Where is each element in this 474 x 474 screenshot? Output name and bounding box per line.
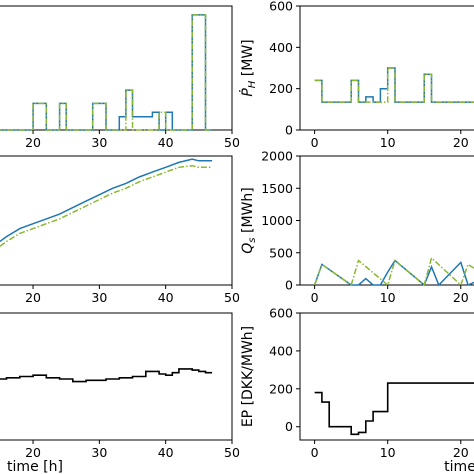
y-tick-label: 200 — [269, 81, 293, 96]
x-tick-label: 20 — [453, 445, 469, 460]
x-tick-label: 20 — [453, 135, 469, 150]
series-line-2 — [0, 14, 213, 131]
left-bot-panel: 20 30 40 50 time [h] — [0, 312, 240, 474]
x-tick-label: 10 — [380, 290, 396, 305]
series-line-2 — [0, 164, 213, 248]
x-tick-label: 20 — [25, 290, 41, 305]
x-tick-label: 30 — [91, 135, 107, 150]
left-mid-panel: 20 30 40 50 — [0, 155, 240, 305]
x-tick-label: 40 — [158, 290, 174, 305]
x-tick-label: 40 — [158, 445, 174, 460]
series-line-1 — [314, 382, 474, 436]
x-tick-label: 30 — [91, 290, 107, 305]
axes-frame — [0, 312, 233, 441]
y-axis-label: Qs [MWh] — [240, 187, 258, 253]
y-tick-label: 500 — [269, 245, 293, 260]
x-tick-label: 40 — [158, 135, 174, 150]
x-axis-label: time [h] — [7, 459, 63, 474]
x-axis-label: time — [444, 459, 474, 474]
series-line-1 — [0, 14, 213, 131]
series-line-2 — [314, 67, 474, 103]
series-line-1 — [313, 259, 474, 287]
y-tick-label: 200 — [269, 381, 293, 396]
y-tick-label: 0 — [285, 419, 293, 434]
axes-frame — [299, 5, 474, 131]
x-tick-label: 0 — [311, 445, 319, 460]
axes-frame — [299, 155, 474, 286]
axes-frame — [0, 155, 233, 286]
x-tick-label: 20 — [25, 135, 41, 150]
y-tick-label: 0 — [285, 123, 293, 138]
x-tick-label: 50 — [224, 135, 240, 150]
y-tick-label: 1500 — [261, 181, 293, 196]
y-tick-label: 600 — [269, 0, 293, 14]
x-tick-label: 0 — [311, 290, 319, 305]
series-line-2 — [313, 256, 474, 287]
y-tick-label: 400 — [269, 40, 293, 55]
y-tick-label: 400 — [269, 343, 293, 358]
series-line-1 — [0, 368, 213, 383]
x-tick-label: 20 — [453, 290, 469, 305]
left-top-panel: 20 30 40 50 — [0, 5, 240, 150]
series-line-1 — [0, 158, 213, 243]
x-tick-label: 30 — [91, 445, 107, 460]
y-axis-label: EP [DKK/MWh] — [240, 326, 256, 427]
x-tick-label: 10 — [380, 135, 396, 150]
x-tick-label: 50 — [224, 445, 240, 460]
right-mid-panel: 0 10 20 0 500 1000 1500 2000 Qs [MWh] — [240, 149, 474, 305]
axes-frame — [299, 312, 474, 441]
x-tick-label: 50 — [224, 290, 240, 305]
x-tick-label: 20 — [25, 445, 41, 460]
x-tick-label: 0 — [311, 135, 319, 150]
y-tick-label: 2000 — [261, 149, 293, 164]
y-tick-label: 0 — [285, 278, 293, 293]
y-tick-label: 600 — [269, 306, 293, 321]
y-axis-label: ṖH [MW] — [238, 39, 258, 96]
axes-frame — [0, 5, 233, 131]
y-tick-label: 1000 — [261, 213, 293, 228]
x-tick-label: 10 — [380, 445, 396, 460]
